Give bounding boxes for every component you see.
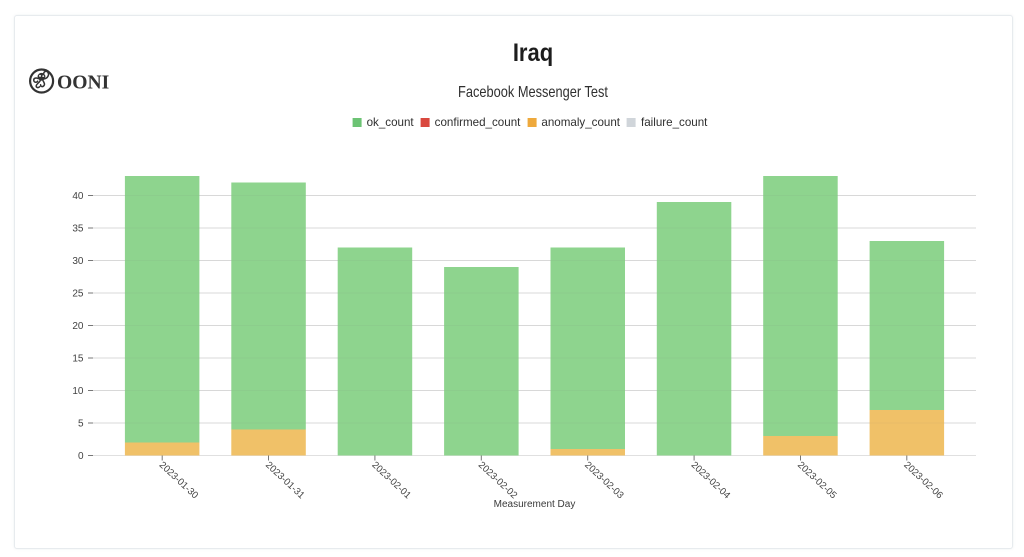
svg-text:2023-01-31: 2023-01-31 [263,460,306,502]
svg-text:25: 25 [72,288,84,299]
svg-text:2023-02-02: 2023-02-02 [476,460,519,502]
svg-text:2023-02-03: 2023-02-03 [582,460,625,502]
svg-text:2023-01-30: 2023-01-30 [157,460,200,502]
svg-text:30: 30 [72,256,84,267]
svg-text:2023-02-01: 2023-02-01 [369,460,412,502]
svg-text:20: 20 [72,321,84,332]
svg-text:15: 15 [72,353,84,364]
svg-text:0: 0 [78,451,84,462]
svg-text:40: 40 [72,191,84,202]
svg-text:10: 10 [72,386,84,397]
svg-text:2023-02-06: 2023-02-06 [901,460,944,502]
svg-text:2023-02-04: 2023-02-04 [689,460,733,502]
svg-text:OONI: OONI [57,73,109,94]
svg-text:35: 35 [72,223,84,234]
svg-text:2023-02-05: 2023-02-05 [795,460,838,502]
svg-text:5: 5 [78,418,84,429]
svg-text:Measurement Day: Measurement Day [494,499,576,510]
